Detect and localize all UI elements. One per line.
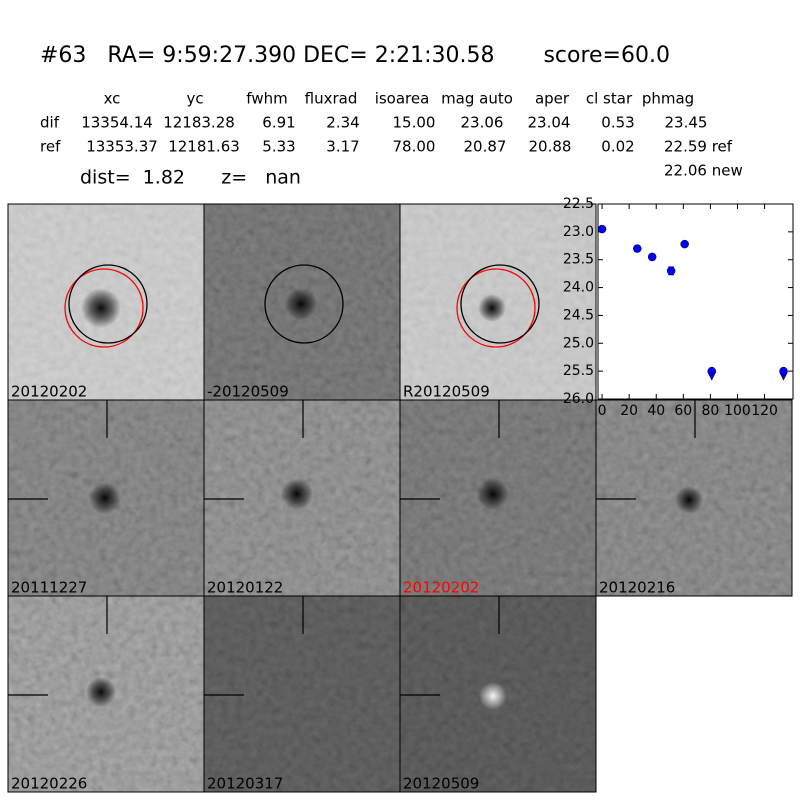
point (633, 244, 642, 253)
stamp-label: 20120216 (599, 579, 675, 597)
x-tick-label: 100 (724, 403, 751, 419)
table-cell: 6.91 (262, 114, 295, 132)
source (281, 478, 313, 510)
x-tick-label: 60 (674, 403, 692, 419)
stamp-label: 20120226 (11, 775, 87, 793)
x-tick-label: 0 (598, 403, 607, 419)
y-tick-label: 23.0 (563, 224, 594, 240)
plot-bg (598, 204, 793, 399)
stamp-frame (595, 399, 793, 597)
stamp-noise (204, 596, 400, 792)
x-tick-label: 80 (701, 403, 719, 419)
stamp: R20120509 (399, 203, 597, 401)
stamp-label: 20120317 (207, 775, 283, 793)
table-cell: 0.02 (601, 138, 634, 156)
column-header: cl star (586, 90, 633, 108)
column-header: xc (104, 90, 121, 108)
table-cell: 20.87 (464, 138, 507, 156)
table-cell: ref (40, 138, 61, 156)
x-tick-label: 40 (647, 403, 665, 419)
column-header: isoarea (375, 90, 430, 108)
stamp-label: 20120202 (11, 383, 87, 401)
column-header: mag auto (441, 90, 513, 108)
source (86, 677, 116, 707)
y-tick-label: 23.5 (563, 252, 594, 268)
source (477, 478, 509, 510)
aperture-red (64, 268, 144, 348)
table-cell: 23.45 (665, 114, 708, 132)
table-cell: 12183.28 (163, 114, 235, 132)
table-cell: dif (40, 114, 60, 132)
y-tick-label: 25.5 (563, 363, 594, 379)
table-cell: 13353.37 (86, 138, 158, 156)
table-cell: 22.59 ref (664, 138, 733, 156)
stamp: 20111227 (7, 399, 205, 597)
column-header: yc (186, 90, 203, 108)
y-tick-label: 26.0 (563, 391, 594, 407)
column-header: phmag (642, 90, 694, 108)
table-cell: 2.34 (326, 114, 359, 132)
stamp-label: 20120122 (207, 579, 283, 597)
y-tick-label: 25.0 (563, 335, 594, 351)
x-tick-label: 20 (620, 403, 638, 419)
source (478, 294, 506, 322)
aperture (68, 264, 148, 344)
table-cell: 12181.63 (168, 138, 240, 156)
stamp: 20120202 (7, 203, 205, 401)
y-tick-label: 24.0 (563, 280, 594, 296)
table-cell: 13354.14 (81, 114, 153, 132)
stamp: 20120509 (399, 595, 597, 793)
table-cell: 0.53 (601, 114, 634, 132)
aperture-red (456, 268, 536, 348)
stamp: -20120509 (203, 203, 401, 401)
stamp: 20120317 (203, 595, 401, 793)
table-cell: 78.00 (393, 138, 436, 156)
point (779, 366, 788, 376)
header-title: #63 RA= 9:59:27.390 DEC= 2:21:30.58 scor… (40, 43, 670, 68)
point (666, 266, 676, 276)
stamp: 20120122 (203, 399, 401, 597)
table-cell: 23.06 (461, 114, 504, 132)
stamp-label: -20120509 (207, 383, 289, 401)
plot-frame (597, 203, 794, 400)
table-cell: 23.04 (528, 114, 571, 132)
table-cell: 3.17 (326, 138, 359, 156)
table-cell: 5.33 (262, 138, 295, 156)
source (285, 288, 317, 320)
source (675, 486, 703, 514)
point (597, 224, 607, 234)
source (89, 482, 121, 514)
aperture (460, 264, 540, 344)
aperture (264, 264, 344, 344)
point (647, 252, 657, 262)
stamp-label: R20120509 (403, 383, 490, 401)
point (680, 239, 689, 249)
y-tick-label: 22.5 (563, 196, 594, 212)
column-header: fluxrad (305, 90, 358, 108)
y-tick-label: 24.5 (563, 307, 594, 323)
table-cell: 15.00 (393, 114, 436, 132)
stamp: 20120226 (7, 595, 205, 793)
source (81, 288, 121, 328)
x-tick-label: 120 (751, 403, 778, 419)
stamp: 20120202 (399, 399, 597, 597)
column-header: aper (535, 90, 570, 108)
column-header: fwhm (246, 90, 287, 108)
table-cell: 20.88 (529, 138, 572, 156)
stamp-frame (399, 595, 597, 793)
table-extra: 22.06 new (664, 162, 743, 180)
point (707, 366, 716, 376)
summary: dist= 1.82 z= nan (80, 167, 301, 189)
stamp-label: 20120202 (403, 579, 479, 597)
stamp: 20120216 (595, 399, 793, 597)
stamp-label: 20111227 (11, 579, 87, 597)
stamp-label: 20120509 (403, 775, 479, 793)
source (479, 682, 507, 710)
